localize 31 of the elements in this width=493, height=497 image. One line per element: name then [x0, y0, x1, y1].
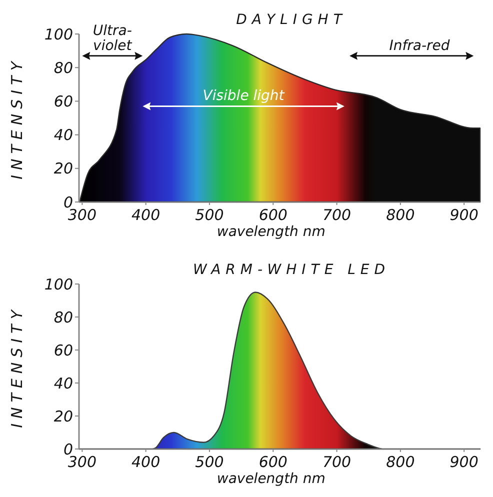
- x-tick-label: 700: [322, 206, 352, 224]
- y-tick-label: 20: [54, 407, 73, 426]
- x-tick-label: 600: [258, 453, 288, 471]
- y-tick-label: 60: [54, 341, 73, 360]
- x-tick-label: 900: [450, 453, 478, 471]
- x-tick-label: 600: [258, 206, 288, 224]
- y-tick-label: 80: [54, 58, 73, 77]
- x-tick-label: 800: [386, 453, 415, 471]
- chart-title: WARM-WHITE LED: [192, 262, 390, 278]
- x-tick-label: 500: [195, 453, 224, 471]
- y-tick-label: 40: [54, 374, 73, 392]
- y-tick-label: 60: [54, 92, 73, 110]
- chart-title: DAYLIGHT: [236, 12, 347, 28]
- x-axis-title: wavelength nm: [216, 471, 326, 487]
- annotation: Visible light: [202, 88, 285, 104]
- x-axis-title: wavelength nm: [216, 224, 326, 240]
- x-tick-label: 900: [450, 206, 478, 224]
- y-tick-label: 40: [54, 126, 73, 144]
- x-tick-label: 800: [386, 206, 415, 224]
- x-tick-label: 700: [322, 453, 352, 471]
- annotation: Ultra-violet: [92, 22, 132, 54]
- y-tick-label: 20: [54, 160, 73, 178]
- y-tick-label: 100: [44, 25, 73, 44]
- x-tick-label: 500: [195, 206, 224, 224]
- y-tick-label: 100: [44, 275, 73, 294]
- annotation: Infra-red: [389, 38, 450, 54]
- y-axis-title: INTENSITY: [8, 305, 26, 428]
- y-axis-title: INTENSITY: [8, 56, 26, 180]
- x-tick-label: 400: [132, 206, 160, 224]
- x-tick-label: 400: [132, 453, 160, 471]
- y-tick-label: 80: [54, 308, 73, 326]
